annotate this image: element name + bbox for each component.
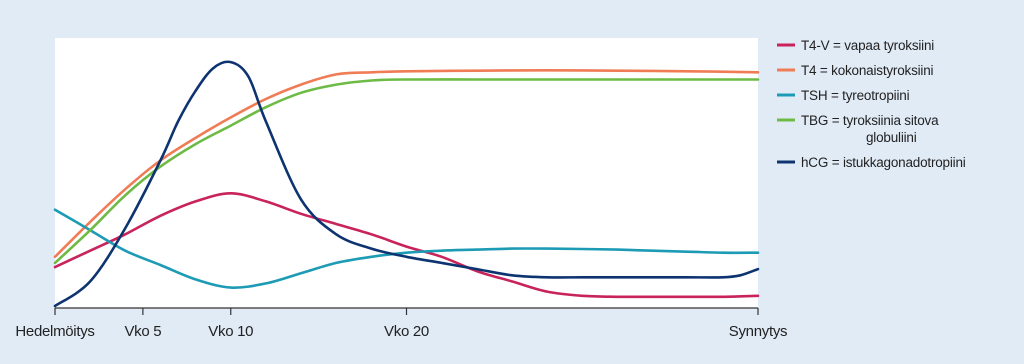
legend-label-hcg: hCG = istukkagonadotropiini	[801, 155, 966, 170]
series-line-t4-v	[53, 192, 760, 299]
series-line-t4	[53, 69, 760, 259]
x-tick-label: Vko 10	[208, 323, 253, 340]
legend-label-tbg: TBG = tyroksiinia sitova	[801, 113, 939, 128]
series-line-tbg	[53, 78, 760, 265]
x-tick-label: Synnytys	[729, 323, 787, 340]
x-tick-label: Hedelmöitys	[15, 323, 94, 340]
legend-label-t4: T4 = kokonaistyroksiini	[801, 63, 934, 78]
series-line-hcg	[53, 60, 760, 308]
legend-label-tsh: TSH = tyreotropiini	[801, 88, 910, 103]
series-line-tsh	[53, 208, 760, 289]
legend-label-t4-v: T4-V = vapaa tyroksiini	[801, 38, 934, 53]
x-tick-label: Vko 5	[124, 323, 161, 340]
x-tick-label: Vko 20	[384, 323, 429, 340]
legend-label-tbg: globuliini	[866, 130, 917, 145]
plot-area	[55, 38, 758, 308]
